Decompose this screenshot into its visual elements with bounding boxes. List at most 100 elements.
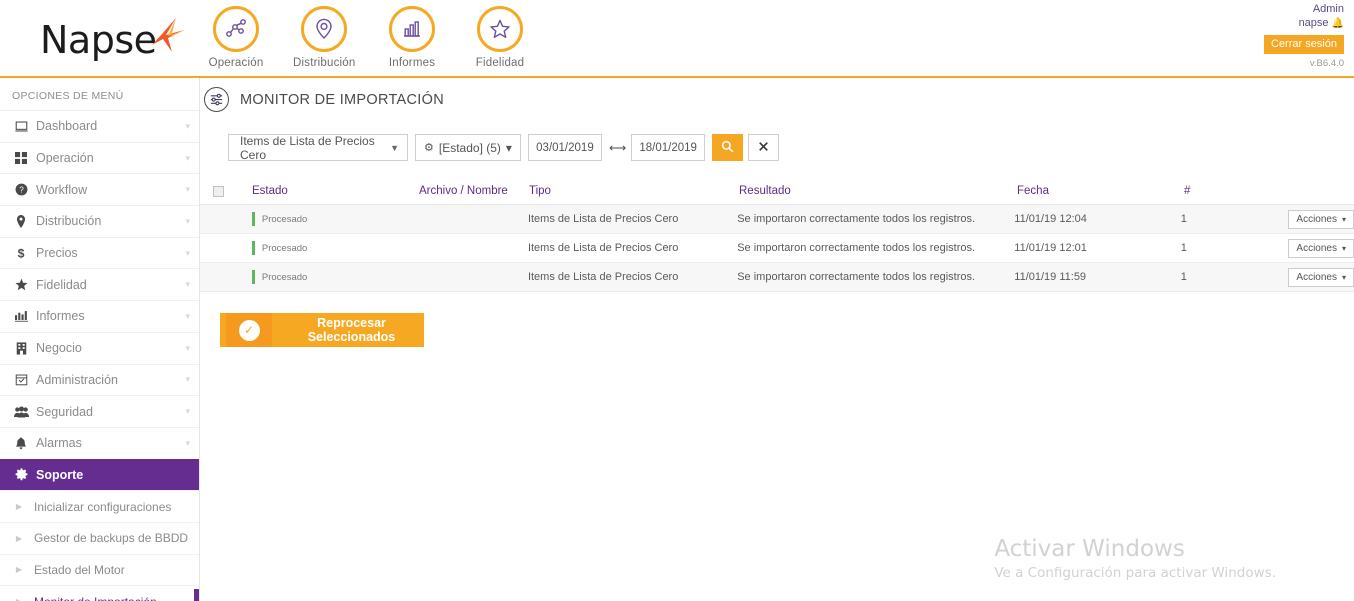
sidebar-title: OPCIONES DE MENÚ [12, 90, 124, 102]
caret-right-icon: ▶ [10, 597, 28, 601]
monitor-icon [10, 120, 32, 133]
table-row[interactable]: Procesado Items de Lista de Precios Cero… [200, 263, 1354, 292]
cell-acciones: Acciones ▾ [1270, 267, 1354, 287]
sliders-icon [204, 87, 229, 112]
chevron-down-icon: ▾ [185, 279, 190, 290]
table-row[interactable]: Procesado Items de Lista de Precios Cero… [200, 205, 1354, 234]
sidebar-item-administracion[interactable]: Administración ▾ [0, 363, 199, 396]
chevron-down-icon: ▾ [185, 120, 190, 131]
table-row[interactable]: Procesado Items de Lista de Precios Cero… [200, 234, 1354, 263]
acciones-label: Acciones [1296, 213, 1337, 225]
user-name-row: napse 🔔 [1224, 16, 1344, 31]
sidebar-label-alarmas: Alarmas [36, 436, 82, 451]
sidebar-item-negocio[interactable]: Negocio ▾ [0, 331, 199, 364]
cell-resultado: Se importaron correctamente todos los re… [737, 213, 976, 225]
user-box: Admin napse 🔔 Cerrar sesión v.B6.4.0 [1224, 2, 1344, 69]
sidebar-item-distribucion[interactable]: Distribución ▾ [0, 205, 199, 237]
sidebar: OPCIONES DE MENÚ Dashboard ▾ Operación ▾ [0, 78, 200, 601]
column-header-fecha[interactable]: Fecha [1017, 185, 1049, 197]
type-select[interactable]: Items de Lista de Precios Cero ▼ [228, 134, 408, 162]
chevron-down-icon: ▾ [1341, 243, 1346, 253]
column-header-archivo[interactable]: Archivo / Nombre [419, 185, 508, 197]
caret-right-icon: ▶ [15, 565, 23, 575]
chevron-down-icon: ▾ [185, 184, 190, 195]
acciones-button[interactable]: Acciones ▾ [1288, 267, 1354, 287]
location-pin-icon [301, 6, 347, 52]
sidebar-item-workflow[interactable]: ? Workflow ▾ [0, 173, 199, 205]
clear-filters-button[interactable] [748, 134, 780, 161]
cell-acciones: Acciones ▾ [1270, 238, 1354, 258]
sidebar-subitem-monitor-importacion[interactable]: ▶ Monitor de Importación [0, 585, 199, 601]
acciones-label: Acciones [1296, 242, 1337, 254]
nav-item-informes[interactable]: Informes [381, 6, 443, 69]
select-all-cell[interactable] [200, 185, 252, 197]
watermark-subtitle: Ve a Configuración para activar Windows. [994, 565, 1276, 581]
watermark-title: Activar Windows [994, 536, 1185, 562]
date-from-value: 03/01/2019 [536, 141, 594, 154]
nav-item-distribucion[interactable]: Distribución [293, 6, 355, 69]
sidebar-subitem-gestor-backups[interactable]: ▶ Gestor de backups de BBDD [0, 521, 199, 554]
cell-resultado: Se importaron correctamente todos los re… [737, 271, 976, 283]
cell-num: 1 [1180, 213, 1187, 225]
page-header: MONITOR DE IMPORTACIÓN [200, 78, 1354, 112]
spark-icon [152, 18, 184, 52]
caret-right-icon: ▶ [15, 533, 23, 543]
nav-label-informes: Informes [388, 57, 436, 69]
gear-icon: ⚙ [424, 142, 434, 154]
reprocess-selected-button[interactable]: ✓ Reprocesar Seleccionados [220, 313, 424, 347]
status-indicator [251, 241, 255, 255]
date-range-separator-icon: ⟷ [608, 140, 627, 155]
select-all-checkbox[interactable] [213, 185, 224, 197]
logout-button[interactable]: Cerrar sesión [1263, 35, 1344, 54]
chevron-down-icon: ▾ [185, 406, 190, 417]
acciones-button[interactable]: Acciones ▾ [1288, 238, 1354, 258]
check-icon: ✓ [238, 319, 260, 341]
sidebar-item-alarmas[interactable]: Alarmas ▾ [0, 426, 199, 459]
sidebar-sublabel-monitor-importacion: Monitor de Importación [34, 595, 157, 601]
bell-icon[interactable]: 🔔 [1331, 18, 1344, 29]
sidebar-item-fidelidad[interactable]: Fidelidad ▾ [0, 268, 199, 300]
bar-chart-icon [389, 6, 435, 52]
sidebar-item-seguridad[interactable]: Seguridad ▾ [0, 395, 199, 427]
search-button[interactable] [712, 134, 744, 161]
date-to-value: 18/01/2019 [639, 141, 697, 154]
sidebar-item-soporte[interactable]: Soporte [0, 458, 199, 491]
column-header-resultado[interactable]: Resultado [739, 185, 791, 197]
sidebar-label-fidelidad: Fidelidad [36, 277, 87, 292]
sidebar-item-dashboard[interactable]: Dashboard ▾ [0, 110, 199, 142]
sidebar-label-operacion: Operación [36, 151, 94, 166]
bar-chart-icon [10, 310, 32, 323]
network-graph-icon [213, 6, 259, 52]
sidebar-item-operacion[interactable]: Operación ▾ [0, 141, 199, 174]
status-indicator [251, 270, 255, 284]
sidebar-label-administracion: Administración [36, 372, 118, 387]
sidebar-subitem-inicializar-configuraciones[interactable]: ▶ Inicializar configuraciones [0, 490, 199, 522]
napse-logo[interactable]: Napse [40, 16, 184, 64]
column-header-num[interactable]: # [1184, 185, 1191, 197]
estado-filter-dropdown[interactable]: ⚙ [Estado] (5) ▾ [415, 134, 521, 161]
caret-right-icon: ▶ [15, 502, 23, 512]
sidebar-item-precios[interactable]: $ Precios ▾ [0, 236, 199, 269]
sidebar-subitem-estado-motor[interactable]: ▶ Estado del Motor [0, 553, 199, 586]
star-icon [477, 6, 523, 52]
sidebar-sublabel-inicializar: Inicializar configuraciones [34, 499, 172, 514]
nav-item-fidelidad[interactable]: Fidelidad [469, 6, 531, 69]
date-to-input[interactable]: 18/01/2019 [631, 134, 706, 161]
acciones-button[interactable]: Acciones ▾ [1288, 209, 1354, 229]
chevron-down-icon: ▼ [390, 142, 399, 153]
column-header-estado[interactable]: Estado [252, 185, 288, 197]
chevron-down-icon: ▾ [1341, 214, 1346, 224]
sidebar-label-seguridad: Seguridad [36, 404, 93, 419]
chevron-down-icon: ▾ [185, 310, 190, 321]
filter-toolbar: Items de Lista de Precios Cero ▼ ⚙ [Esta… [228, 134, 1354, 162]
bell-icon [10, 437, 32, 450]
column-header-tipo[interactable]: Tipo [529, 185, 551, 197]
table-header-row: Estado Archivo / Nombre Tipo Resultado F… [200, 178, 1354, 205]
question-circle-icon: ? [10, 183, 32, 196]
sidebar-item-informes[interactable]: Informes ▾ [0, 300, 199, 332]
cell-tipo: Items de Lista de Precios Cero [527, 271, 679, 283]
sidebar-sublabel-gestor-backups: Gestor de backups de BBDD [34, 531, 189, 546]
date-from-input[interactable]: 03/01/2019 [527, 134, 602, 161]
sidebar-label-negocio: Negocio [36, 341, 82, 356]
nav-item-operacion[interactable]: Operación [205, 6, 267, 69]
